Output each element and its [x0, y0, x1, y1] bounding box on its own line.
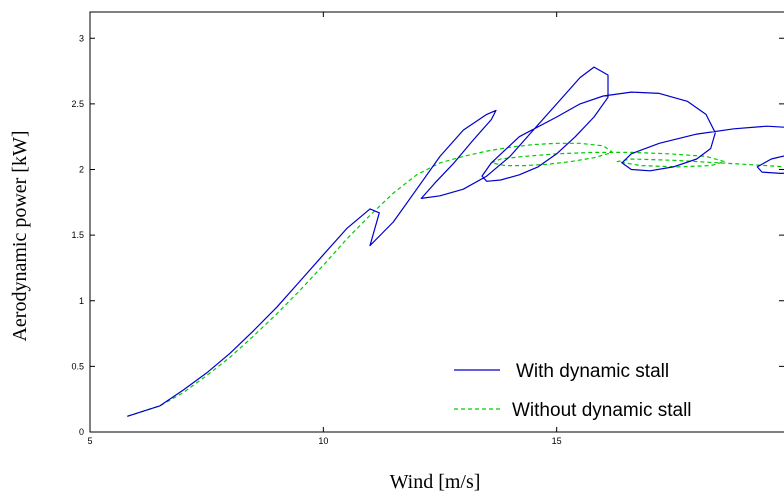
- y-tick-label: 0.5: [71, 361, 84, 371]
- series-line-without-dynamic-stall: [127, 142, 784, 417]
- axis-ticks: 510152000.511.522.53: [71, 12, 784, 446]
- x-tick-label: 10: [318, 436, 328, 446]
- series-layer: [127, 66, 784, 417]
- x-axis-label: Wind [m/s]: [390, 471, 481, 493]
- plot-area-frame: [89, 11, 784, 433]
- y-tick-label: 0: [79, 427, 84, 437]
- legend-label-with-stall: With dynamic stall: [516, 361, 669, 382]
- x-tick-label: 5: [87, 436, 92, 446]
- series-line-with-dynamic-stall: [127, 66, 784, 417]
- y-tick-label: 2.5: [71, 99, 84, 109]
- y-axis-label: Aerodynamic power [kW]: [9, 130, 31, 341]
- legend: With dynamic stall Without dynamic stall: [454, 361, 692, 421]
- y-tick-label: 1: [79, 296, 84, 306]
- y-tick-label: 1.5: [71, 230, 84, 240]
- y-tick-label: 2: [79, 165, 84, 175]
- legend-label-without-stall: Without dynamic stall: [512, 400, 692, 421]
- x-tick-label: 15: [552, 436, 562, 446]
- y-tick-label: 3: [79, 33, 84, 43]
